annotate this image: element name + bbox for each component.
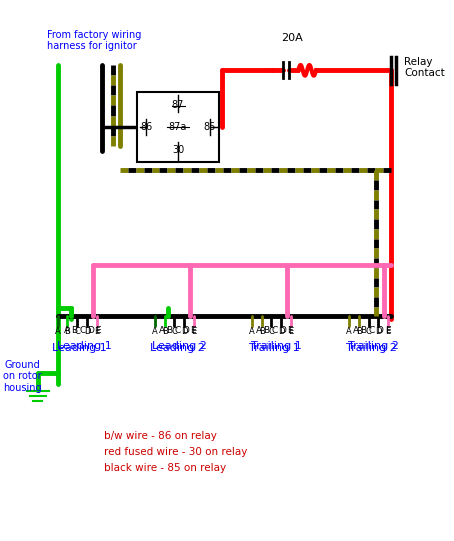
Text: 87a: 87a bbox=[169, 122, 187, 132]
Text: C: C bbox=[369, 326, 375, 334]
Text: Leading 1: Leading 1 bbox=[53, 344, 107, 353]
Text: From factory wiring
harness for ignitor: From factory wiring harness for ignitor bbox=[47, 30, 141, 51]
Text: A: A bbox=[152, 327, 158, 335]
Text: E: E bbox=[288, 327, 293, 335]
Text: Leading 2: Leading 2 bbox=[149, 344, 204, 353]
Text: B: B bbox=[259, 327, 265, 335]
Text: C: C bbox=[365, 327, 371, 335]
Text: D: D bbox=[375, 327, 381, 335]
Text: D: D bbox=[181, 327, 187, 335]
Text: A: A bbox=[353, 326, 359, 334]
Text: E: E bbox=[191, 327, 196, 335]
Text: E: E bbox=[191, 326, 196, 334]
Text: B: B bbox=[360, 326, 367, 334]
Text: C: C bbox=[74, 327, 80, 335]
Text: D: D bbox=[182, 326, 189, 334]
Text: C: C bbox=[271, 326, 278, 334]
Text: A: A bbox=[64, 326, 69, 334]
Text: Trailing 2: Trailing 2 bbox=[348, 341, 399, 351]
Text: E: E bbox=[95, 326, 101, 334]
Text: C: C bbox=[174, 326, 181, 334]
Text: B: B bbox=[162, 327, 168, 335]
Text: C: C bbox=[171, 327, 177, 335]
Text: A: A bbox=[346, 327, 352, 335]
Text: Trailing 2: Trailing 2 bbox=[346, 344, 397, 353]
Text: Relay
Contact: Relay Contact bbox=[405, 57, 445, 78]
Text: 30: 30 bbox=[172, 144, 184, 155]
Text: B: B bbox=[263, 326, 270, 334]
Text: 85: 85 bbox=[204, 122, 216, 132]
Text: D: D bbox=[376, 326, 383, 334]
Text: 20A: 20A bbox=[281, 34, 303, 43]
Text: 86: 86 bbox=[140, 122, 153, 132]
Text: b/w wire - 86 on relay: b/w wire - 86 on relay bbox=[104, 431, 217, 440]
Text: red fused wire - 30 on relay: red fused wire - 30 on relay bbox=[104, 447, 247, 457]
Text: Trailing 1: Trailing 1 bbox=[249, 344, 300, 353]
Text: A: A bbox=[249, 327, 255, 335]
Text: B: B bbox=[64, 327, 70, 335]
Text: D: D bbox=[84, 327, 90, 335]
Text: B: B bbox=[71, 326, 78, 334]
Text: A: A bbox=[158, 326, 164, 334]
Text: Leading 1: Leading 1 bbox=[57, 341, 112, 351]
Text: A: A bbox=[55, 327, 61, 335]
Bar bbox=[137, 92, 219, 162]
Text: E: E bbox=[94, 327, 99, 335]
Text: black wire - 85 on relay: black wire - 85 on relay bbox=[104, 463, 226, 473]
Text: E: E bbox=[287, 326, 293, 334]
Text: D: D bbox=[278, 327, 284, 335]
Text: Trailing 1: Trailing 1 bbox=[251, 341, 301, 351]
Text: C: C bbox=[268, 327, 274, 335]
Text: C: C bbox=[79, 326, 86, 334]
Text: Ground
on rotor
housing: Ground on rotor housing bbox=[3, 360, 42, 393]
Text: D: D bbox=[87, 326, 94, 334]
Text: D: D bbox=[279, 326, 286, 334]
Text: E: E bbox=[385, 327, 390, 335]
Text: A: A bbox=[256, 326, 262, 334]
Text: E: E bbox=[385, 326, 390, 334]
Text: 87: 87 bbox=[172, 100, 184, 110]
Text: B: B bbox=[356, 327, 362, 335]
Text: Leading 2: Leading 2 bbox=[152, 341, 207, 351]
Text: B: B bbox=[166, 326, 173, 334]
